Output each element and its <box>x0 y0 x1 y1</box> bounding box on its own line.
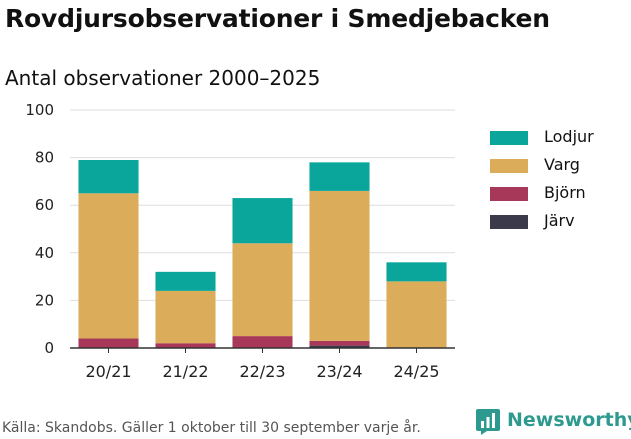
legend-swatch-varg <box>490 159 528 173</box>
bar-björn-20-21 <box>78 338 139 348</box>
y-tick-label-100: 100 <box>25 101 54 119</box>
chart-subtitle: Antal observationer 2000–2025 <box>5 66 321 90</box>
y-tick-label-0: 0 <box>44 339 54 357</box>
bar-varg-23-24 <box>309 190 370 341</box>
legend-swatch-jarv <box>490 215 528 229</box>
newsworthy-brand: Newsworthy <box>475 408 631 438</box>
y-tick-label-60: 60 <box>35 196 54 214</box>
newsworthy-logo-icon <box>476 409 500 435</box>
bar-lodjur-23-24 <box>309 162 370 191</box>
bar-lodjur-20-21 <box>78 159 139 194</box>
bar-varg-21-22 <box>155 290 216 344</box>
bar-varg-20-21 <box>78 193 139 339</box>
legend-label-varg: Varg <box>544 155 580 174</box>
newsworthy-logo-text: Newsworthy <box>507 409 631 431</box>
legend-swatch-bjorn <box>490 187 528 201</box>
y-tick-label-40: 40 <box>35 244 54 262</box>
bar-varg-24-25 <box>386 281 447 348</box>
bar-lodjur-24-25 <box>386 262 447 282</box>
bar-varg-22-23 <box>232 243 293 337</box>
legend-label-lodjur: Lodjur <box>544 127 594 146</box>
source-note: Källa: Skandobs. Gäller 1 oktober till 3… <box>2 420 421 436</box>
x-tick-label-23-24: 23/24 <box>316 362 362 381</box>
bar-lodjur-22-23 <box>232 198 293 244</box>
bar-björn-21-22 <box>155 343 216 348</box>
legend-swatch-lodjur <box>490 131 528 145</box>
x-tick-label-24-25: 24/25 <box>393 362 439 381</box>
bar-björn-22-23 <box>232 336 293 348</box>
y-tick-label-80: 80 <box>35 149 54 167</box>
chart-title: Rovdjursobservationer i Smedjebacken <box>5 4 550 33</box>
x-tick-label-21-22: 21/22 <box>162 362 208 381</box>
bar-järv-23-24 <box>309 345 370 348</box>
legend-label-bjorn: Björn <box>544 183 586 202</box>
x-tick-label-20-21: 20/21 <box>85 362 131 381</box>
y-tick-label-20: 20 <box>35 291 54 309</box>
bar-lodjur-21-22 <box>155 271 216 291</box>
bar-björn-23-24 <box>309 340 370 346</box>
x-tick-label-22-23: 22/23 <box>239 362 285 381</box>
legend-label-jarv: Järv <box>544 211 575 230</box>
